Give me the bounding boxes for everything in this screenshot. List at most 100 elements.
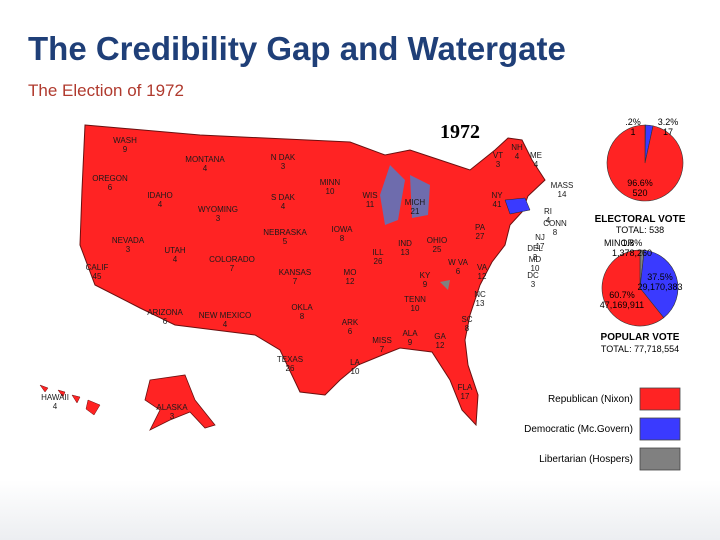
state-votes: 45 [93, 272, 102, 281]
state-votes: 26 [286, 364, 295, 373]
state-votes: 13 [401, 248, 410, 257]
state-name: MO [344, 268, 357, 277]
slide-subtitle: The Election of 1972 [28, 81, 184, 100]
state-name: ILL [372, 248, 384, 257]
state-votes: 4 [223, 320, 228, 329]
state-votes: 3 [281, 162, 286, 171]
state-name: ALASKA [156, 403, 188, 412]
state-name: IND [398, 239, 412, 248]
state-name: NH [511, 143, 523, 152]
state-name: OKLA [291, 303, 313, 312]
state-votes: 7 [230, 264, 235, 273]
state-votes: 17 [536, 242, 545, 251]
slice-percent: 3.2% [658, 117, 679, 127]
state-name: GA [434, 332, 446, 341]
state-votes: 4 [158, 200, 163, 209]
state-name: RI [544, 207, 552, 216]
state-name: MISS [372, 336, 392, 345]
state-name: SC [461, 315, 472, 324]
state-name: NEW MEXICO [199, 311, 251, 320]
state-name: VA [477, 263, 488, 272]
state-votes: 10 [411, 304, 420, 313]
state-votes: 4 [173, 255, 178, 264]
state-name: W VA [448, 258, 469, 267]
state-votes: 9 [408, 338, 413, 347]
state-votes: 25 [433, 245, 442, 254]
state-name: ARK [342, 318, 359, 327]
slice-percent: 96.6% [627, 178, 653, 188]
legend-label: Democratic (Mc.Govern) [524, 424, 633, 435]
state-name: DEL [527, 244, 543, 253]
state-votes: 7 [293, 277, 298, 286]
state-name: NEBRASKA [263, 228, 307, 237]
state-name: MASS [551, 181, 574, 190]
state-votes: 8 [553, 228, 558, 237]
state-name: IDAHO [147, 191, 172, 200]
state-votes: 10 [351, 367, 360, 376]
state-votes: 3 [126, 245, 131, 254]
slice-count: 520 [632, 188, 647, 198]
state-name: NJ [535, 233, 545, 242]
state-name: OREGON [92, 174, 128, 183]
state-votes: 3 [216, 214, 221, 223]
state-name: VT [493, 151, 503, 160]
state-votes: 8 [465, 324, 470, 333]
slide-title: The Credibility Gap and Watergate [28, 30, 566, 67]
state-votes: 7 [380, 345, 385, 354]
legend-swatch [639, 447, 681, 471]
state-votes: 3 [496, 160, 501, 169]
slice-count: 47,169,911 [600, 300, 644, 310]
slice-count: 1 [630, 127, 635, 137]
state-name: IOWA [331, 225, 353, 234]
slice-percent: .2% [625, 117, 641, 127]
state-votes: 17 [461, 392, 470, 401]
great-lakes [380, 165, 430, 225]
state-votes: 3 [533, 253, 538, 262]
virginia-elector [440, 280, 450, 290]
electoral-heading: ELECTORAL VOTE [595, 214, 686, 225]
state-votes: 12 [478, 272, 487, 281]
state-votes: 6 [108, 183, 113, 192]
legend-swatch [639, 417, 681, 441]
state-votes: 41 [493, 200, 502, 209]
state-name: WIS [362, 191, 377, 200]
state-name: ALA [402, 329, 418, 338]
state-votes: 3 [170, 412, 175, 421]
state-votes: 4 [546, 216, 551, 225]
slice-percent: 37.5% [647, 272, 673, 282]
legend-label: Republican (Nixon) [548, 394, 633, 405]
state-name: COLORADO [209, 255, 255, 264]
state-votes: 3 [531, 280, 536, 289]
pie-slice [606, 124, 684, 202]
state-votes: 4 [53, 402, 58, 411]
state-votes: 13 [476, 299, 485, 308]
state-name: MD [529, 255, 542, 264]
state-name: NEVADA [112, 236, 145, 245]
state-votes: 4 [203, 164, 208, 173]
popular-heading: POPULAR VOTE [601, 332, 680, 343]
electoral-total: TOTAL: 538 [616, 225, 664, 235]
state-votes: 9 [423, 280, 428, 289]
state-name: S DAK [271, 193, 296, 202]
state-votes: 27 [476, 232, 485, 241]
slice-count: 29,170,383 [637, 282, 682, 292]
state-name: DC [527, 271, 539, 280]
massachusetts [504, 197, 531, 215]
state-name: TENN [404, 295, 426, 304]
state-votes: 12 [346, 277, 355, 286]
state-votes: 10 [326, 187, 335, 196]
alaska [144, 374, 216, 431]
slice-percent: 60.7% [609, 290, 635, 300]
legend-label: Libertarian (Hospers) [539, 454, 633, 465]
state-name: LA [350, 358, 360, 367]
state-votes: 26 [374, 257, 383, 266]
popular-total: TOTAL: 77,718,554 [601, 344, 679, 354]
state-name: KANSAS [279, 268, 311, 277]
legend-swatch [639, 387, 681, 411]
state-votes: 6 [456, 267, 461, 276]
state-name: ARIZONA [147, 308, 183, 317]
state-name: HAWAII [41, 393, 69, 402]
slice-count: 1,378,260 [612, 248, 652, 258]
state-name: ME [530, 151, 542, 160]
